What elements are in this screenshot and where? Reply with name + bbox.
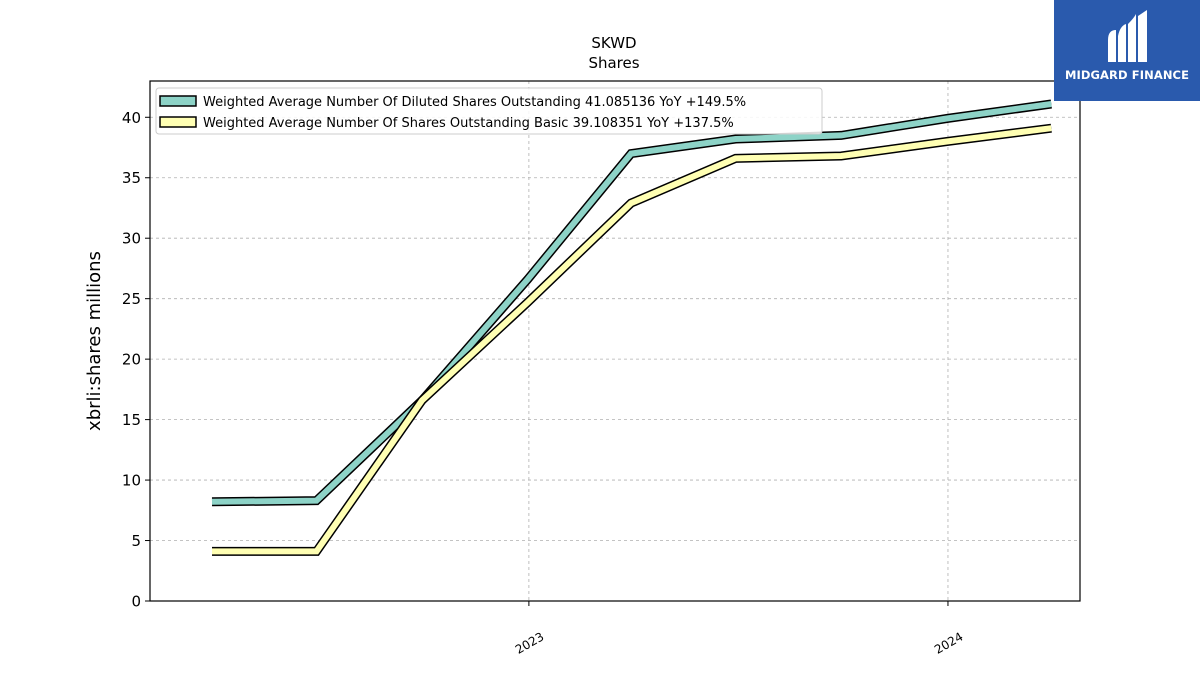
legend-label: Weighted Average Number Of Shares Outsta… (203, 116, 734, 131)
y-axis-label: xbrli:shares millions (84, 251, 105, 431)
series-lines (211, 99, 1052, 556)
y-tick-label: 35 (122, 169, 141, 187)
y-tick-label: 25 (122, 290, 141, 308)
series-line (212, 125, 1052, 555)
chart-subtitle: Shares (588, 54, 639, 72)
legend-box (155, 87, 823, 135)
y-tick-label: 20 (122, 351, 141, 369)
x-tick-label: 2024 (932, 629, 965, 656)
midgard-logo-icon (1108, 10, 1147, 62)
y-tick-label: 15 (122, 411, 141, 429)
series-outline (212, 123, 1052, 556)
axes: 0 5 10 15 20 25 30 35 40 2023 2024 (122, 80, 1081, 657)
series-line (211, 101, 1052, 505)
y-tick-label: 10 (122, 472, 141, 490)
y-tick-label: 0 (131, 593, 141, 611)
logo-text: MIDGARD FINANCE (1064, 68, 1190, 82)
y-tick-label: 5 (131, 532, 141, 550)
legend-swatch (159, 95, 197, 107)
legend-label: Weighted Average Number Of Diluted Share… (203, 95, 746, 110)
series-outline (211, 99, 1052, 507)
x-tick-label: 2023 (513, 629, 546, 656)
midgard-finance-logo: MIDGARD FINANCE (1054, 0, 1200, 101)
y-tick-label: 30 (122, 230, 141, 248)
grid (150, 81, 1080, 601)
chart-title: SKWD (591, 34, 636, 52)
legend-swatch (159, 116, 197, 128)
plot-frame (149, 80, 1081, 602)
y-tick-label: 40 (122, 109, 141, 127)
legend: Weighted Average Number Of Diluted Share… (155, 87, 823, 135)
